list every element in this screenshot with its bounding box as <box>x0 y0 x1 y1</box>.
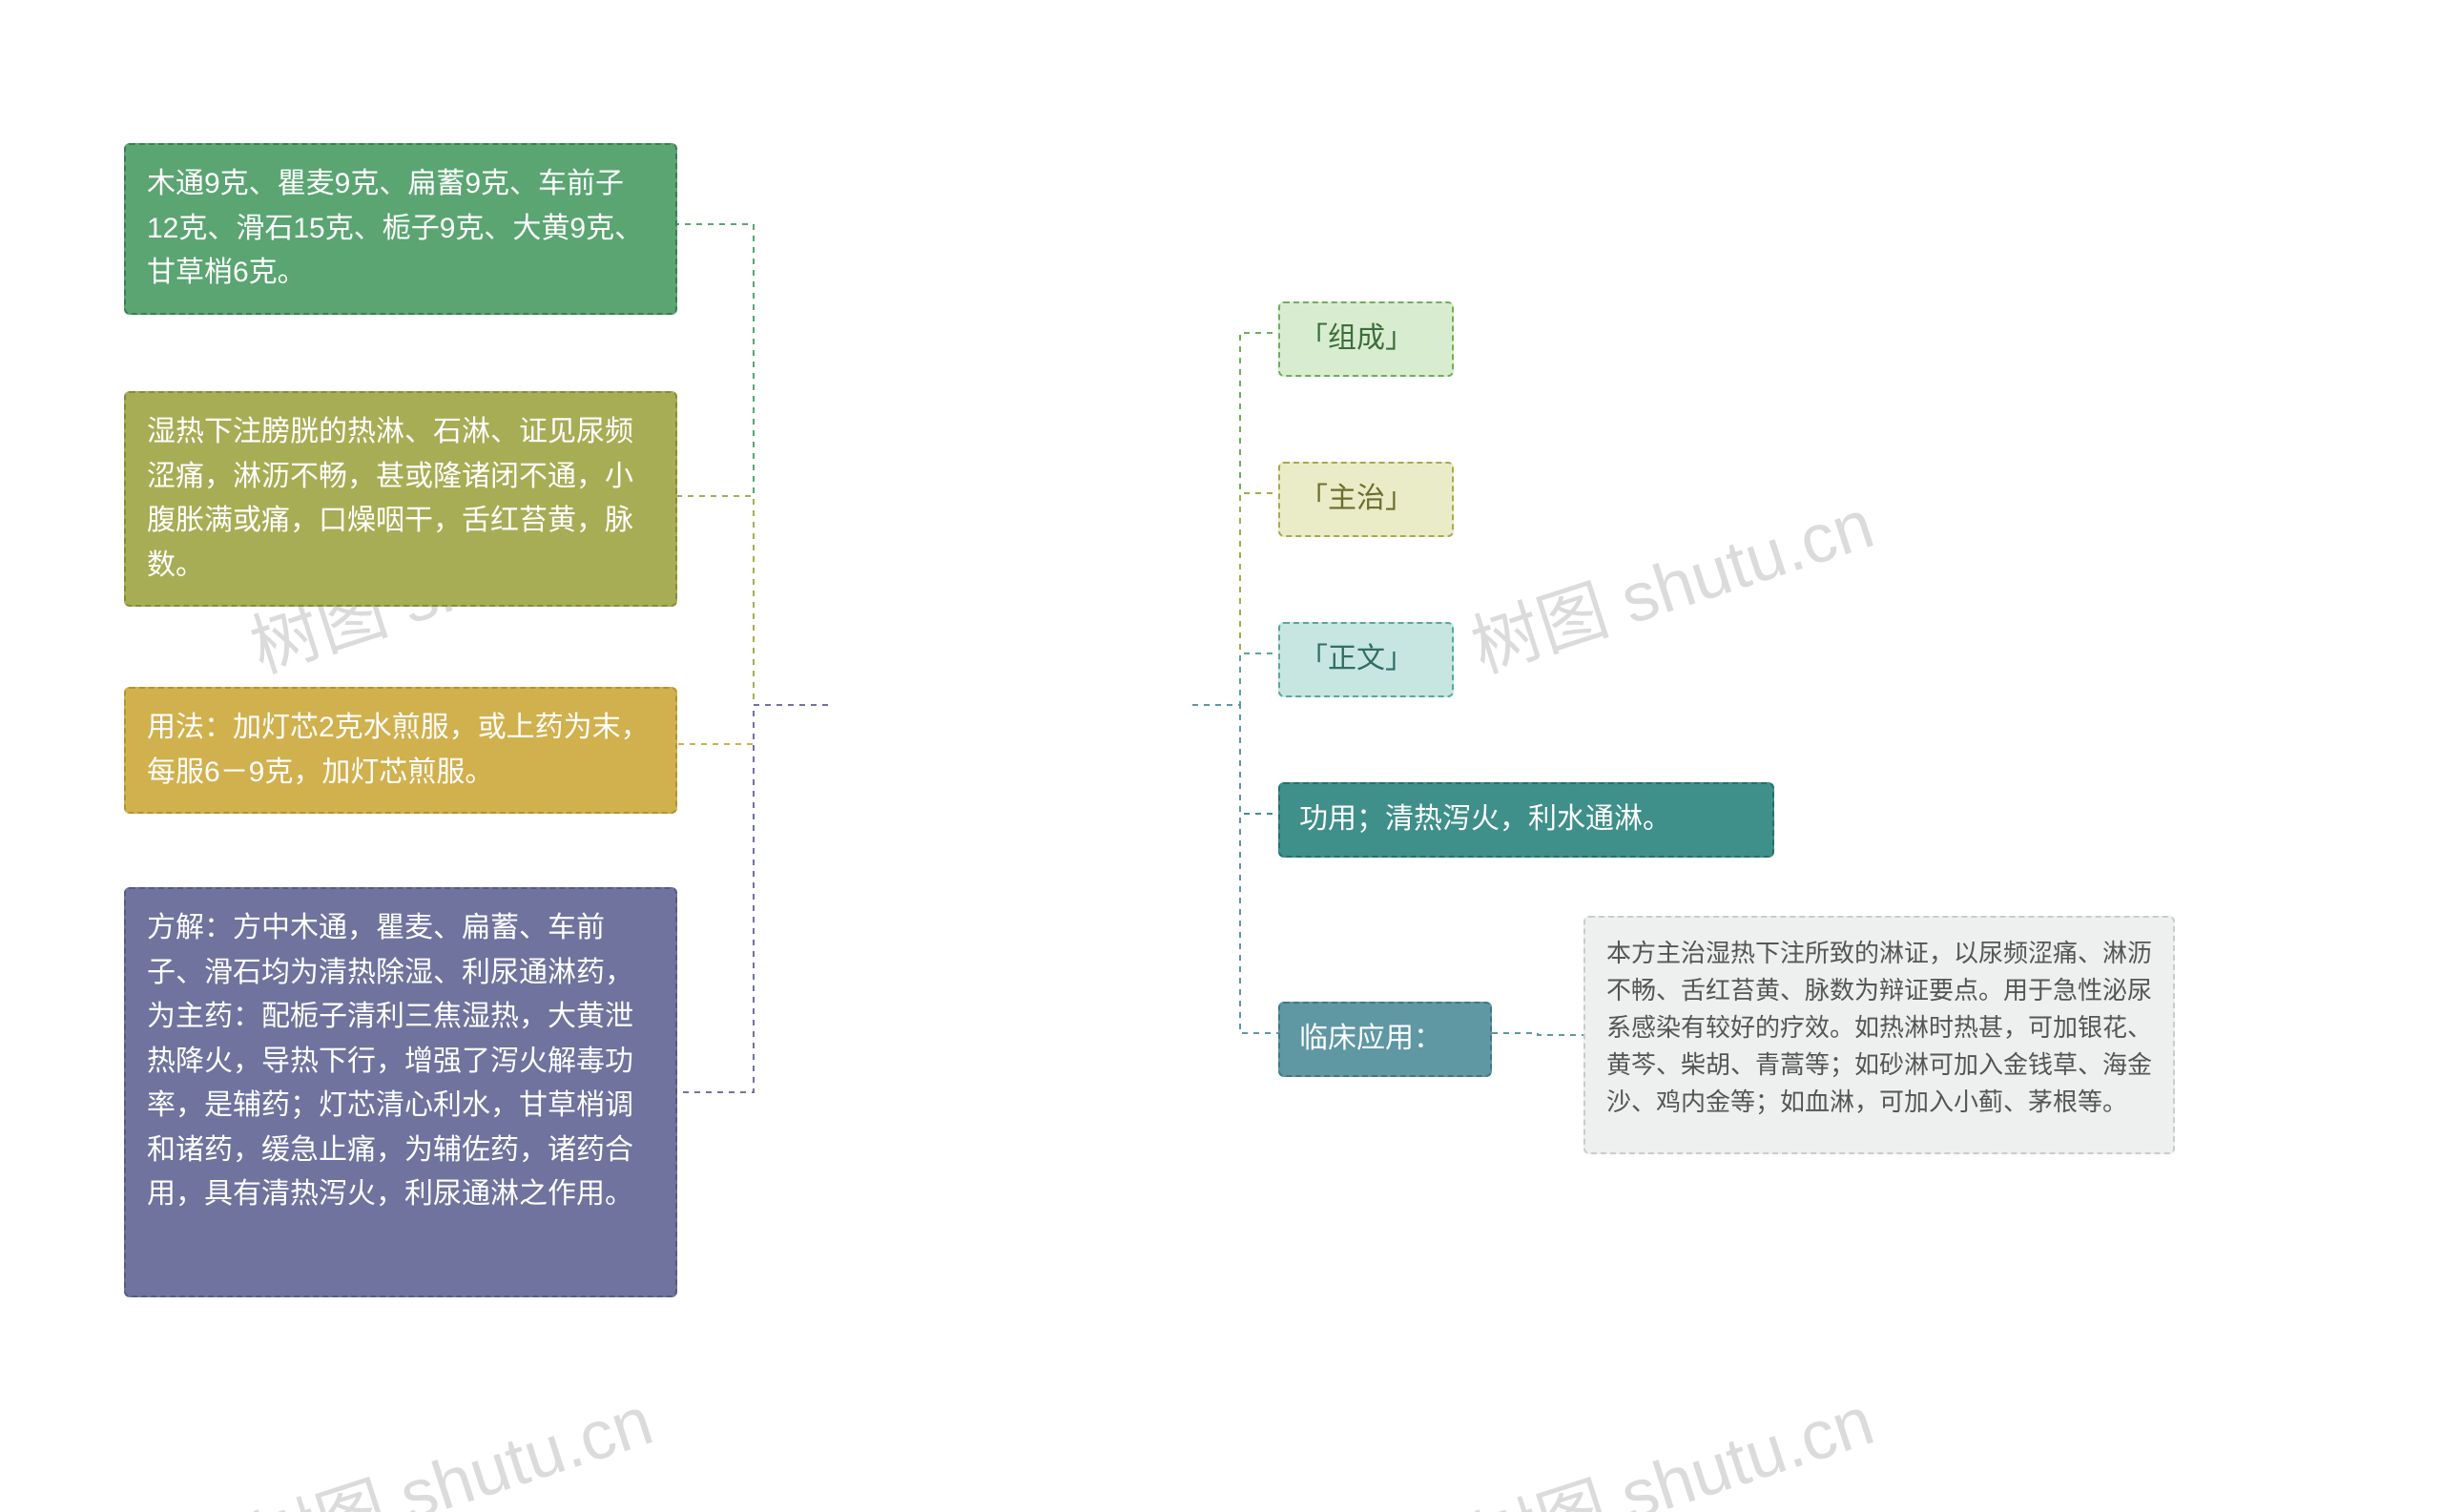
detail-text: 木通9克、瞿麦9克、扁蓄9克、车前子12克、滑石15克、栀子9克、大黄9克、甘草… <box>147 168 643 288</box>
clinical-detail-text: 本方主治湿热下注所致的淋证，以尿频涩痛、淋沥不畅、舌红苔黄、脉数为辩证要点。用于… <box>1606 939 2152 1116</box>
detail-analysis: 方解：方中木通，瞿麦、扁蓄、车前子、滑石均为清热除湿、利尿通淋药，为主药：配栀子… <box>124 887 677 1297</box>
clinical-detail: 本方主治湿热下注所致的淋证，以尿频涩痛、淋沥不畅、舌红苔黄、脉数为辩证要点。用于… <box>1583 916 2175 1154</box>
branch-main-text: 「正文」 <box>1278 622 1454 697</box>
detail-text: 湿热下注膀胱的热淋、石淋、证见尿频涩痛，淋沥不畅，甚或隆诸闭不通，小腹胀满或痛，… <box>147 416 633 581</box>
branch-composition: 「组成」 <box>1278 301 1454 377</box>
branch-function: 功用；清热泻火，利水通淋。 <box>1278 782 1774 858</box>
center-node-label: 中药方剂：八正散 <box>870 682 1129 729</box>
detail-composition: 木通9克、瞿麦9克、扁蓄9克、车前子12克、滑石15克、栀子9克、大黄9克、甘草… <box>124 143 677 315</box>
watermark: 树图 shutu.cn <box>1458 467 1884 692</box>
detail-text: 用法：加灯芯2克水煎服，或上药为末，每服6－9克，加灯芯煎服。 <box>147 712 650 788</box>
branch-label: 临床应用： <box>1299 1023 1442 1054</box>
branch-indications: 「主治」 <box>1278 462 1454 537</box>
branch-label: 「主治」 <box>1299 483 1414 514</box>
watermark: 树图 shutu.cn <box>237 1364 663 1512</box>
branch-label: 「正文」 <box>1299 643 1414 674</box>
detail-indications: 湿热下注膀胱的热淋、石淋、证见尿频涩痛，淋沥不畅，甚或隆诸闭不通，小腹胀满或痛，… <box>124 391 677 607</box>
detail-text: 方解：方中木通，瞿麦、扁蓄、车前子、滑石均为清热除湿、利尿通淋药，为主药：配栀子… <box>147 912 633 1210</box>
branch-clinical: 临床应用： <box>1278 1002 1492 1077</box>
diagram-stage: 树图 shutu.cn 树图 shutu.cn 树图 shutu.cn 树图 s… <box>0 0 2442 1512</box>
detail-usage: 用法：加灯芯2克水煎服，或上药为末，每服6－9克，加灯芯煎服。 <box>124 687 677 814</box>
center-node: 中药方剂：八正散 <box>828 665 1171 745</box>
branch-label: 功用；清热泻火，利水通淋。 <box>1299 803 1671 835</box>
watermark: 树图 shutu.cn <box>1458 1364 1884 1512</box>
branch-label: 「组成」 <box>1299 322 1414 354</box>
